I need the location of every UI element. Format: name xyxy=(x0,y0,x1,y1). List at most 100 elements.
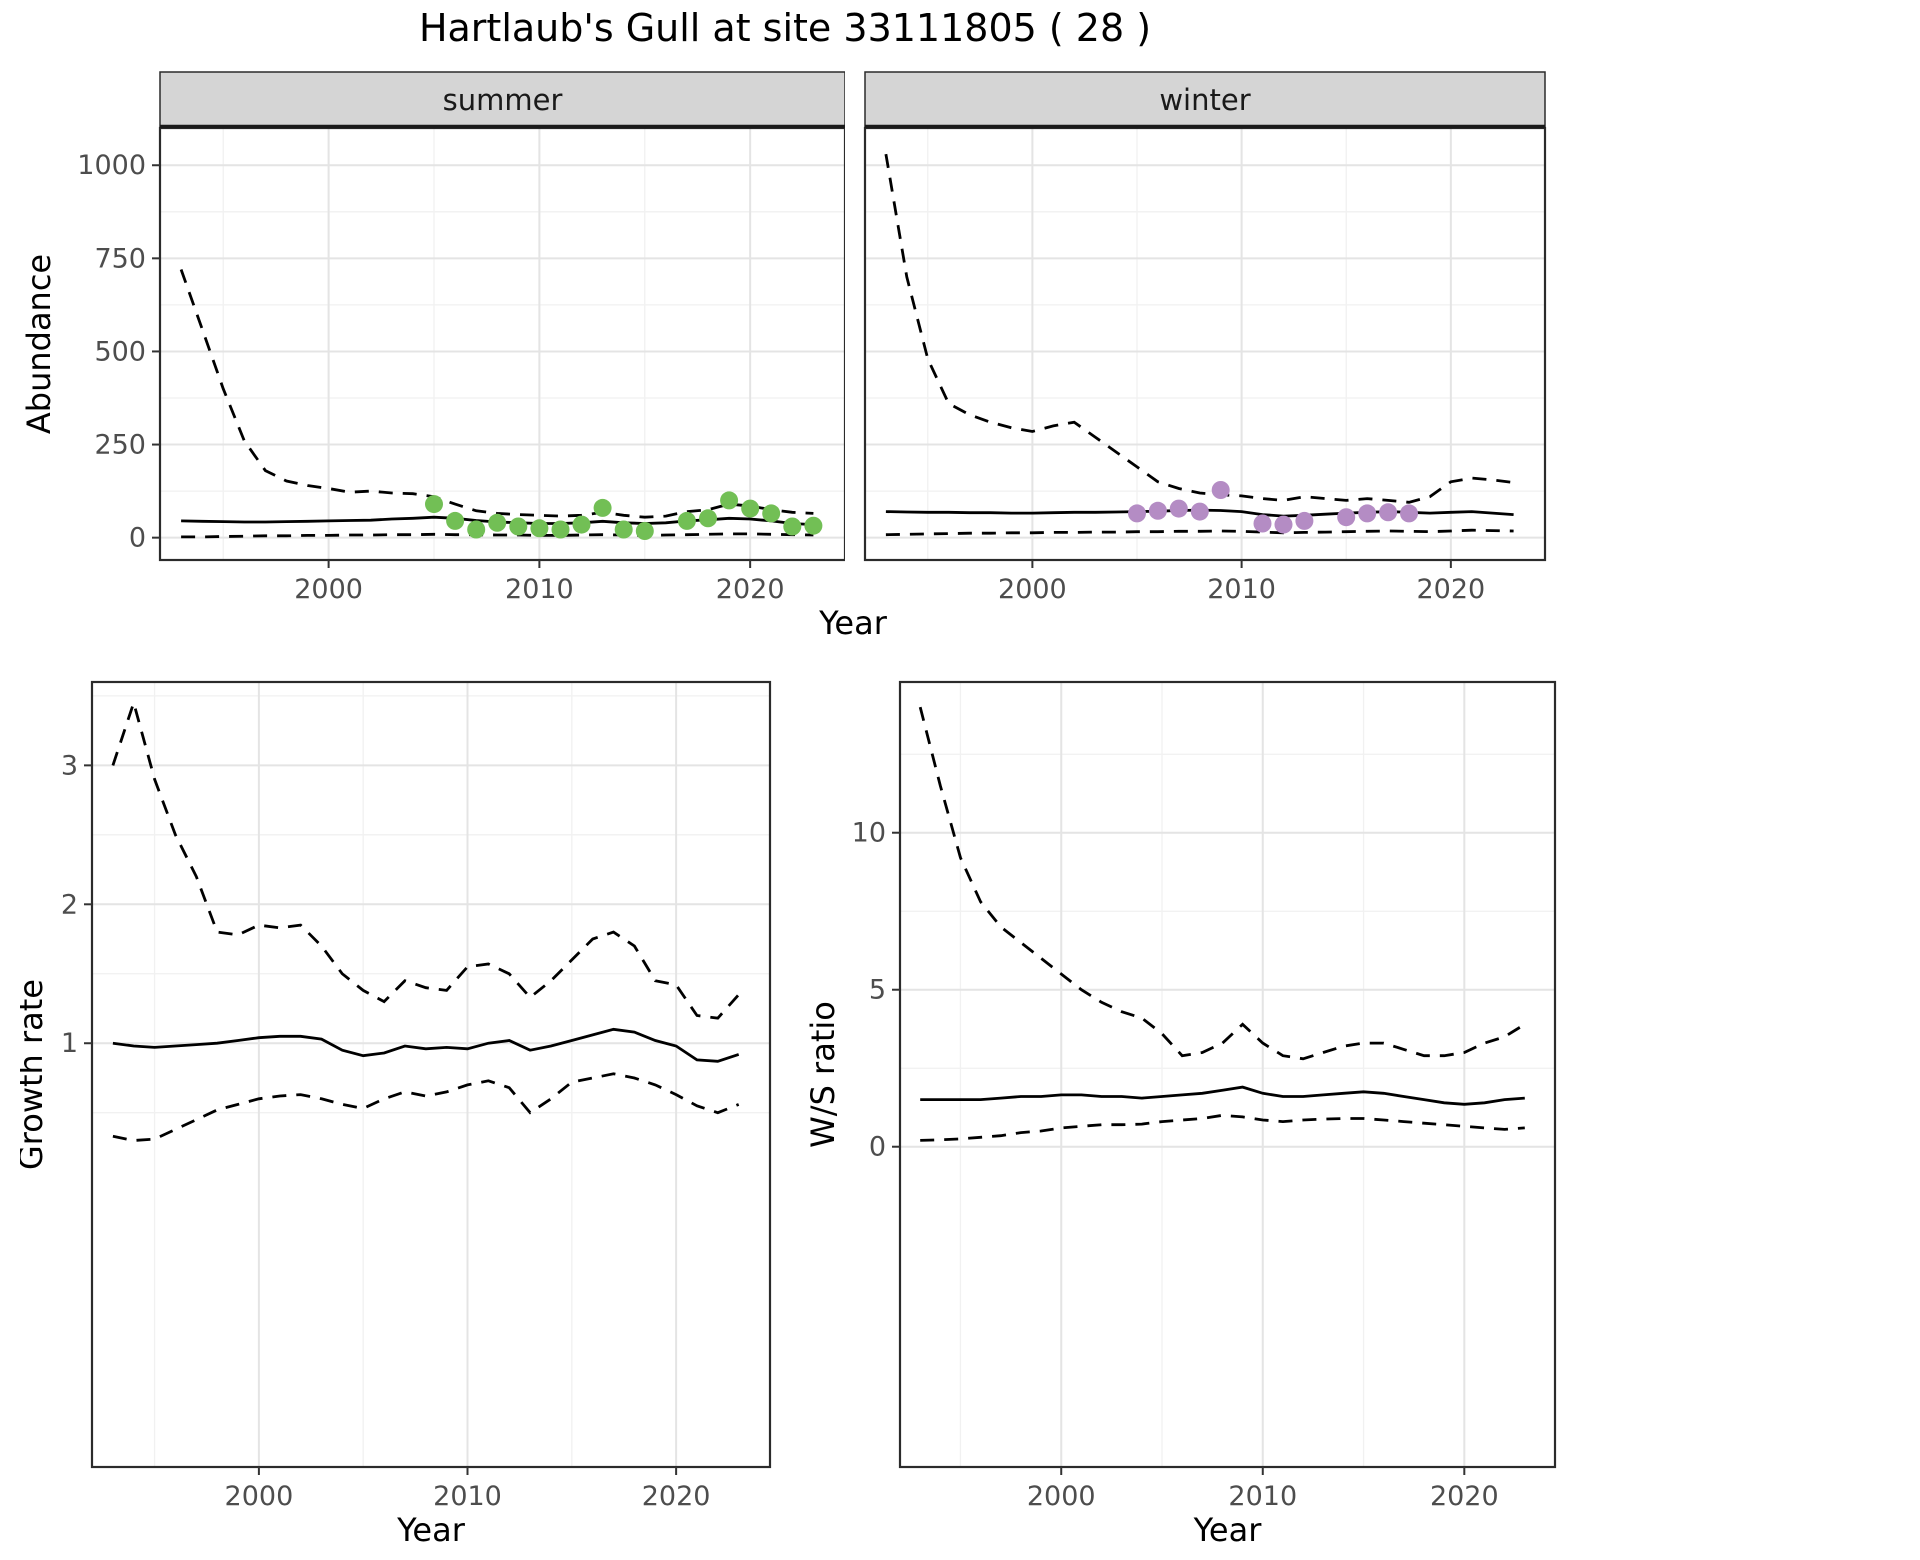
growth_rate-upper_ci-line xyxy=(111,697,740,1020)
y-axis-ticks: 0 5 10 xyxy=(852,818,900,1163)
data-point xyxy=(1337,508,1356,527)
x-tick-label: 2010 xyxy=(433,1481,502,1512)
data-point xyxy=(1190,502,1209,521)
x-axis-ticks: 2000 2010 2020 xyxy=(294,560,785,605)
data-point xyxy=(783,517,802,536)
data-point xyxy=(1400,504,1418,523)
facet-strip-label: summer xyxy=(443,83,563,117)
x-tick-label: 2020 xyxy=(1430,1481,1499,1512)
data-point xyxy=(1379,503,1398,522)
y-tick-label: 1 xyxy=(61,1028,78,1059)
y-tick-label: 10 xyxy=(852,818,886,849)
y-tick-label: 0 xyxy=(869,1132,886,1163)
abundance-summer-panel: summer 2000 2010 2020 0 250 500 750 1000 Abundanc… xyxy=(20,71,845,605)
data-point xyxy=(1148,501,1167,520)
top-x-axis-title: Year xyxy=(819,604,887,642)
grid-major xyxy=(92,682,770,1467)
growth_rate-y-axis-title: Growth rate xyxy=(20,979,50,1170)
data-point xyxy=(762,504,781,523)
growth_rate-x-axis-title: Year xyxy=(396,1511,466,1549)
ws-ratio-panel: 2000 2010 2020 0 5 10 W/S ratio Year xyxy=(804,680,1557,1549)
plot-title: Hartlaub's Gull at site 33111805 ( 28 ) xyxy=(418,6,1152,50)
data-point xyxy=(699,509,717,528)
growth-rate-panel: 2000 2010 2020 1 2 3 Growth rate Year xyxy=(20,680,772,1549)
y-tick-label: 5 xyxy=(869,975,886,1006)
grid-minor xyxy=(92,682,770,1467)
abundance_summer-lower_ci-line xyxy=(181,532,814,539)
data-point xyxy=(572,515,591,534)
x-axis-ticks: 2000 2010 2020 xyxy=(1027,1467,1499,1512)
grid-minor xyxy=(160,128,845,560)
x-tick-label: 2000 xyxy=(998,574,1067,605)
ws_ratio-x-axis-title: Year xyxy=(1193,1511,1263,1549)
data-point xyxy=(593,498,612,517)
ws_ratio-upper_ci-line xyxy=(918,706,1526,1061)
y-tick-label: 3 xyxy=(61,750,78,781)
growth_rate-lower_ci-line xyxy=(112,1072,740,1142)
y-tick-label: 1000 xyxy=(77,150,146,181)
x-axis-ticks: 2000 2010 2020 xyxy=(225,1467,711,1512)
x-tick-label: 2010 xyxy=(505,574,574,605)
y-tick-label: 250 xyxy=(94,430,146,461)
data-point xyxy=(804,516,823,535)
data-point xyxy=(530,519,549,538)
series-lines xyxy=(179,269,814,539)
x-tick-label: 2000 xyxy=(294,574,363,605)
series-lines xyxy=(918,706,1526,1142)
data-point xyxy=(741,499,760,518)
abundance_winter-points xyxy=(1128,481,1418,534)
y-tick-label: 750 xyxy=(94,243,146,274)
facet-strip: winter xyxy=(864,71,1546,129)
panel-border xyxy=(898,680,1557,1469)
grid-minor xyxy=(900,682,1555,1467)
data-point xyxy=(1358,504,1377,523)
panel-border xyxy=(863,126,1547,562)
facet-strip-label: winter xyxy=(1159,83,1250,117)
x-tick-label: 2000 xyxy=(1027,1481,1096,1512)
panel-border xyxy=(158,126,845,562)
growth_rate-median-line xyxy=(112,1027,740,1063)
x-tick-label: 2020 xyxy=(642,1481,711,1512)
y-tick-label: 500 xyxy=(94,336,146,367)
data-point xyxy=(635,522,654,540)
y-tick-label: 2 xyxy=(61,889,78,920)
abundance_winter-lower_ci-line xyxy=(885,528,1514,537)
data-point xyxy=(1128,504,1146,523)
ws_ratio-y-axis-title: W/S ratio xyxy=(804,1001,842,1148)
data-point xyxy=(1274,515,1293,534)
abundance-winter-panel: winter 2000 2010 2020 xyxy=(863,71,1547,605)
data-point xyxy=(425,495,443,514)
grid-minor xyxy=(865,128,1545,560)
data-point xyxy=(1169,499,1188,518)
x-tick-label: 2010 xyxy=(1207,574,1276,605)
grid-major xyxy=(865,128,1545,560)
x-tick-label: 2010 xyxy=(1228,1481,1297,1512)
data-point xyxy=(614,520,633,539)
data-point xyxy=(1253,514,1272,533)
y-axis-ticks: 0 250 500 750 1000 xyxy=(77,150,160,554)
panel-border xyxy=(90,680,772,1469)
grid-major xyxy=(160,128,845,560)
data-point xyxy=(1295,511,1314,530)
data-point xyxy=(720,491,739,510)
data-point xyxy=(467,520,486,539)
abundance_summer-points xyxy=(425,491,823,540)
abundance_summer-y-axis-title: Abundance xyxy=(20,254,58,434)
y-axis-ticks: 1 2 3 xyxy=(61,750,92,1059)
series-lines xyxy=(111,697,740,1142)
data-point xyxy=(446,511,465,530)
data-point xyxy=(551,520,570,539)
x-axis-ticks: 2000 2010 2020 xyxy=(998,560,1485,605)
facet-strip: summer xyxy=(159,71,845,129)
x-tick-label: 2020 xyxy=(1416,574,1485,605)
x-tick-label: 2000 xyxy=(225,1481,294,1512)
ws_ratio-median-line xyxy=(920,1085,1525,1106)
ws_ratio-lower_ci-line xyxy=(920,1113,1525,1142)
x-tick-label: 2020 xyxy=(716,574,785,605)
y-tick-label: 0 xyxy=(129,523,146,554)
abundance_winter-upper_ci-line xyxy=(884,153,1514,504)
data-point xyxy=(677,511,696,530)
grid-major xyxy=(900,682,1555,1467)
abundance_summer-upper_ci-line xyxy=(179,269,814,519)
